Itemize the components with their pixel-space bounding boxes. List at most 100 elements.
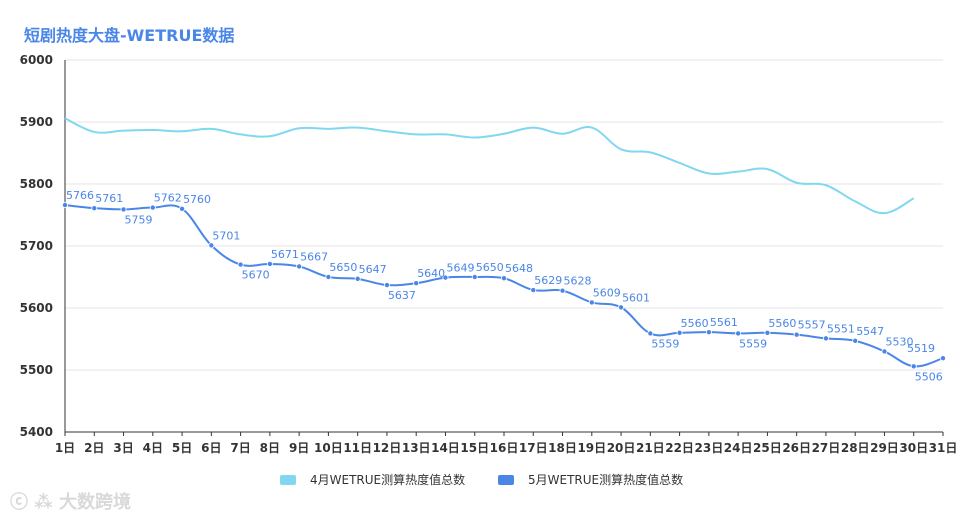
series-line-may (64, 204, 944, 368)
data-point (910, 363, 917, 370)
data-point (793, 331, 800, 338)
data-label: 5560 (681, 317, 709, 330)
data-label: 5530 (885, 335, 913, 348)
x-tick-label: 29日 (870, 441, 899, 455)
x-tick-label: 23日 (695, 441, 724, 455)
data-label: 5670 (242, 269, 270, 282)
x-tick-label: 19日 (577, 441, 606, 455)
legend-item-may[interactable]: 5月WETRUE测算热度值总数 (498, 471, 683, 488)
x-tick-label: 21日 (636, 441, 665, 455)
y-tick-label: 5900 (20, 115, 53, 129)
data-label: 5766 (66, 189, 94, 202)
data-label: 5551 (827, 322, 855, 335)
x-tick-label: 18日 (548, 441, 577, 455)
data-label: 5701 (212, 229, 240, 242)
data-point (618, 304, 625, 311)
data-point (881, 348, 888, 355)
data-point (179, 205, 186, 212)
data-label: 5601 (622, 291, 650, 304)
x-tick-label: 7日 (230, 441, 250, 455)
data-point (852, 337, 859, 344)
x-tick-label: 25日 (753, 441, 782, 455)
x-tick-label: 27日 (812, 441, 841, 455)
x-tick-label: 13日 (402, 441, 431, 455)
data-label: 5559 (651, 337, 679, 350)
x-tick-label: 28日 (841, 441, 870, 455)
data-label: 5761 (95, 192, 123, 205)
data-label: 5762 (154, 192, 182, 205)
x-tick-label: 16日 (490, 441, 519, 455)
x-tick-label: 24日 (724, 441, 753, 455)
data-label: 5629 (534, 274, 562, 287)
x-tick-label: 12日 (373, 441, 402, 455)
data-label: 5667 (300, 250, 328, 263)
data-point (354, 275, 361, 282)
watermark-text: 大数跨境 (58, 492, 131, 513)
data-point (383, 282, 390, 289)
data-point (471, 273, 478, 280)
data-point (266, 260, 273, 267)
x-tick-label: 15日 (460, 441, 489, 455)
data-point (559, 287, 566, 294)
x-tick-label: 17日 (519, 441, 548, 455)
x-tick-label: 4日 (143, 441, 163, 455)
data-label: 5647 (359, 263, 387, 276)
data-label: 5759 (125, 213, 153, 226)
data-point (676, 329, 683, 336)
data-point (500, 275, 507, 282)
legend-swatch-may (498, 474, 514, 485)
watermark-logo: ⓒ ⁂ 大数跨境 (10, 488, 131, 514)
data-label: 5547 (856, 325, 884, 338)
x-tick-label: 14日 (431, 441, 460, 455)
x-tick-label: 5日 (172, 441, 192, 455)
legend-label-april: 4月WETRUE测算热度值总数 (310, 473, 466, 487)
legend-label-may: 5月WETRUE测算热度值总数 (528, 473, 684, 487)
series-line-april (64, 117, 915, 215)
data-point (149, 204, 156, 211)
legend: 4月WETRUE测算热度值总数 5月WETRUE测算热度值总数 (0, 471, 968, 491)
legend-item-april[interactable]: 4月WETRUE测算热度值总数 (280, 471, 465, 488)
data-point (940, 355, 947, 362)
x-tick-label: 10日 (314, 441, 343, 455)
y-tick-label: 5700 (20, 239, 53, 253)
data-label: 5640 (417, 267, 445, 280)
data-label: 5628 (564, 275, 592, 288)
data-label: 5519 (907, 342, 935, 355)
data-point (208, 242, 215, 249)
data-label: 5637 (388, 289, 416, 302)
x-tick-label: 8日 (260, 441, 280, 455)
data-point (325, 273, 332, 280)
x-tick-label: 3日 (113, 441, 133, 455)
x-tick-label: 2日 (84, 441, 104, 455)
data-label: 5557 (798, 319, 826, 332)
data-label: 5650 (476, 261, 504, 274)
x-tick-label: 20日 (607, 441, 636, 455)
data-label: 5560 (768, 317, 796, 330)
x-tick-label: 22日 (665, 441, 694, 455)
x-tick-label: 9日 (289, 441, 309, 455)
data-point (91, 205, 98, 212)
data-point (62, 202, 69, 209)
x-tick-label: 31日 (929, 441, 958, 455)
y-tick-label: 5800 (20, 177, 53, 191)
chart-title: 短剧热度大盘-WETRUE数据 (24, 26, 235, 45)
data-point (120, 206, 127, 213)
data-label: 5648 (505, 262, 533, 275)
data-point (413, 280, 420, 287)
data-point (442, 274, 449, 281)
data-point (296, 263, 303, 270)
data-point (588, 299, 595, 306)
data-label: 5649 (446, 262, 474, 275)
y-tick-label: 5600 (20, 301, 53, 315)
data-label: 5650 (329, 261, 357, 274)
y-tick-label: 5400 (20, 425, 53, 439)
data-label: 5506 (915, 370, 943, 383)
data-label: 5671 (271, 248, 299, 261)
data-label: 5609 (593, 286, 621, 299)
data-point (647, 330, 654, 337)
data-point (735, 330, 742, 337)
x-tick-label: 6日 (201, 441, 221, 455)
legend-swatch-april (280, 474, 296, 485)
x-tick-label: 30日 (899, 441, 928, 455)
data-point (237, 261, 244, 268)
